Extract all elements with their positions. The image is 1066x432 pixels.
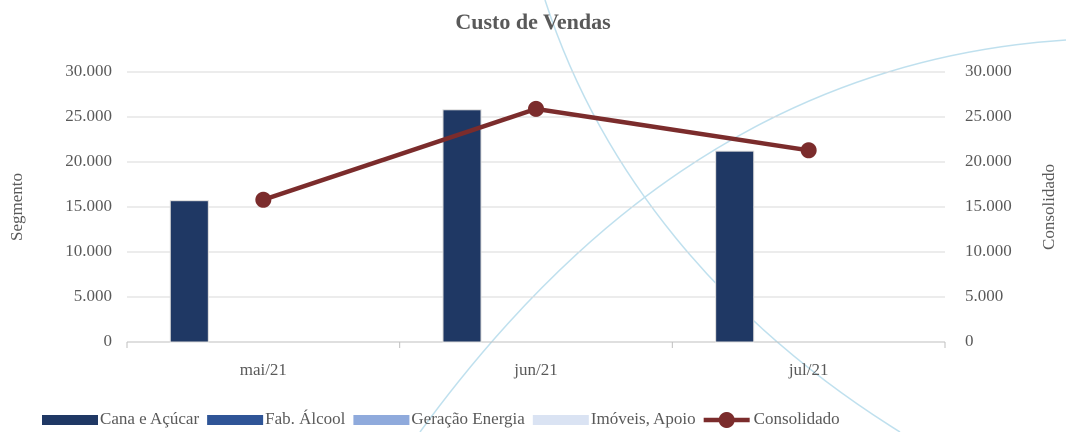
bar — [443, 110, 481, 342]
y2-axis-label: Consolidado — [1039, 164, 1058, 250]
legend-swatch — [207, 415, 263, 425]
y2-tick-label: 15.000 — [965, 196, 1012, 215]
legend-label: Fab. Álcool — [265, 409, 346, 428]
chart: Custo de Vendas Segmento Consolidado 0 5.… — [0, 0, 1066, 432]
legend-label: Imóveis, Apoio — [591, 409, 696, 428]
legend-swatch — [42, 415, 98, 425]
y-tick-label: 15.000 — [65, 196, 112, 215]
y2-tick-label: 10.000 — [965, 241, 1012, 260]
y-tick-label: 0 — [104, 331, 113, 350]
legend-swatch — [719, 412, 735, 428]
y2-tick-label: 30.000 — [965, 61, 1012, 80]
y-tick-label: 25.000 — [65, 106, 112, 125]
legend-label: Geração Energia — [411, 409, 525, 428]
legend-swatch — [353, 415, 409, 425]
chart-title: Custo de Vendas — [455, 9, 611, 34]
y2-tick-label: 5.000 — [965, 286, 1003, 305]
x-tick-label: mai/21 — [240, 360, 287, 379]
y-tick-label: 5.000 — [74, 286, 112, 305]
y-tick-label: 10.000 — [65, 241, 112, 260]
line-marker — [528, 101, 544, 117]
y2-tick-label: 20.000 — [965, 151, 1012, 170]
x-tick-label: jul/21 — [788, 360, 829, 379]
y-tick-label: 20.000 — [65, 151, 112, 170]
bar — [716, 151, 754, 342]
line-marker — [801, 142, 817, 158]
bar — [170, 201, 208, 342]
x-tick-label: jun/21 — [513, 360, 557, 379]
y2-tick-label: 25.000 — [965, 106, 1012, 125]
legend-swatch — [533, 415, 589, 425]
y2-tick-label: 0 — [965, 331, 974, 350]
legend-label: Consolidado — [754, 409, 840, 428]
y-tick-label: 30.000 — [65, 61, 112, 80]
legend-label: Cana e Açúcar — [100, 409, 199, 428]
line-marker — [255, 192, 271, 208]
y-axis-label: Segmento — [7, 173, 26, 241]
